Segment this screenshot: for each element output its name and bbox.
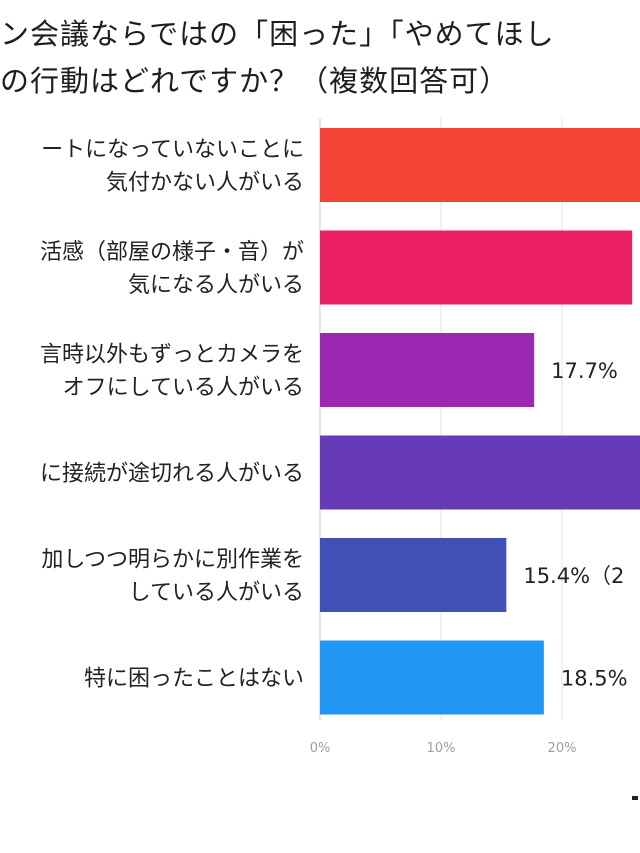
category-label: 気になる人がいる [128,273,304,298]
bar [320,333,535,407]
category-label: に接続が途切れる人がいる [40,462,304,487]
category-label: 加しつつ明らかに別作業を [41,548,304,573]
category-label: 気付かない人がいる [106,171,304,196]
value-label: 18.5% [561,667,628,691]
chart-title-line-2: の行動はどれですか？（複数回答可） [0,64,510,98]
bar [320,640,544,715]
x-tick-label: 20% [548,741,577,756]
chart-title-line-1: ン会議ならではの「困った」「やめてほし [0,17,555,51]
x-axis-ticks: 0% 10% 20% [310,741,577,756]
x-tick-label: 10% [427,741,456,756]
bar [320,230,633,305]
x-tick-label: 0% [310,741,331,756]
category-label: ートになっていないことに [41,138,304,163]
category-label: 活感（部屋の様子・音）が [40,240,304,265]
value-label: 15.4%（2 [523,564,624,588]
category-label: している人がいる [129,581,304,606]
category-label: 言時以外もずっとカメラを [40,343,304,368]
bar [320,538,507,612]
value-labels: 17.7% 15.4%（2 18.5% [523,359,627,691]
category-label: 特に困ったことはない [84,667,304,692]
category-labels: ートになっていないことに気付かない人がいる活感（部屋の様子・音）が気になる人がい… [40,138,304,692]
bar [320,435,640,510]
bars [320,128,640,715]
gridlines [319,118,563,720]
footer-mark [632,796,638,800]
bar [320,128,640,202]
value-label: 17.7% [551,359,618,383]
category-label: オフにしている人がいる [63,376,304,401]
